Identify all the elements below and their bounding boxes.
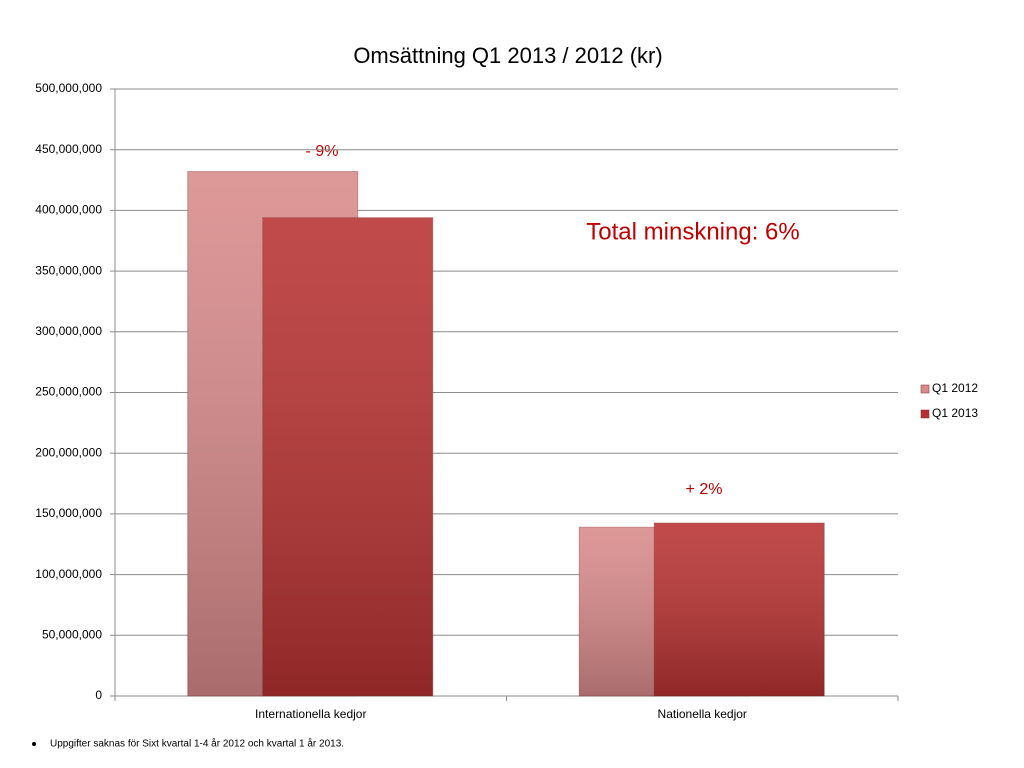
legend-label: Q1 2012 bbox=[932, 381, 978, 395]
y-tick-label: 300,000,000 bbox=[35, 324, 102, 338]
y-tick-label: 0 bbox=[95, 688, 102, 702]
legend-label: Q1 2013 bbox=[932, 406, 978, 420]
y-tick-label: 350,000,000 bbox=[35, 263, 102, 277]
footnote: Uppgifter saknas för Sixt kvartal 1-4 år… bbox=[50, 738, 344, 750]
y-tick-label: 50,000,000 bbox=[42, 627, 102, 641]
x-tick-label: Nationella kedjor bbox=[658, 707, 747, 721]
y-tick-label: 250,000,000 bbox=[35, 385, 102, 399]
legend-swatch bbox=[920, 409, 930, 419]
annotation: Total minskning: 6% bbox=[586, 218, 799, 245]
bullet bbox=[32, 742, 36, 746]
x-tick-label: Internationella kedjor bbox=[255, 707, 366, 721]
bar bbox=[262, 217, 434, 697]
y-tick-label: 100,000,000 bbox=[35, 567, 102, 581]
y-tick-label: 400,000,000 bbox=[35, 203, 102, 217]
chart-title: Omsättning Q1 2013 / 2012 (kr) bbox=[353, 43, 662, 68]
annotation: + 2% bbox=[686, 481, 723, 498]
y-tick-label: 450,000,000 bbox=[35, 142, 102, 156]
annotation: - 9% bbox=[306, 143, 339, 160]
bar bbox=[653, 522, 825, 697]
y-tick-label: 150,000,000 bbox=[35, 506, 102, 520]
y-tick-label: 500,000,000 bbox=[35, 81, 102, 95]
legend-swatch bbox=[920, 384, 930, 394]
y-tick-label: 200,000,000 bbox=[35, 445, 102, 459]
